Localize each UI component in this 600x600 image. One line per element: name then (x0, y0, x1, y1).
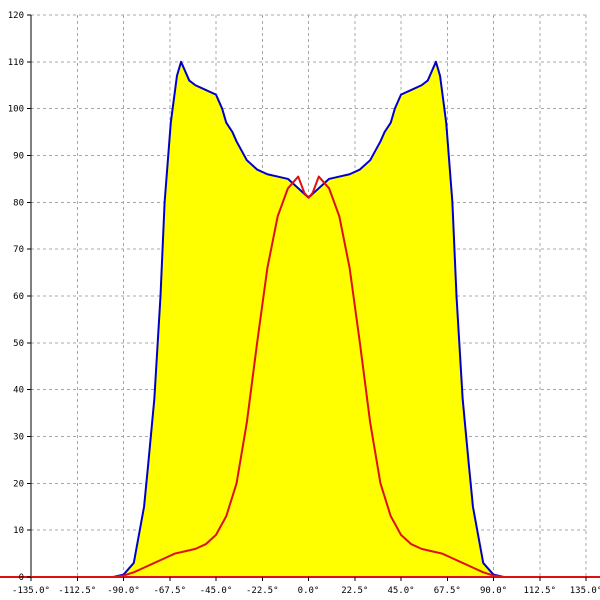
y-tick-label: 80 (13, 198, 24, 208)
x-tick-label: 67.5° (434, 586, 461, 596)
x-tick-label: 22.5° (341, 586, 368, 596)
x-tick-label: 0.0° (298, 586, 320, 596)
x-tick-label: 135.0° (570, 586, 600, 596)
y-tick-label: 90 (13, 152, 24, 162)
y-tick-label: 0 (19, 573, 24, 583)
label-layer: 0 10 20 30 40 50 60 70 80 90 100 110 120 -135.0° -112.… (8, 11, 600, 596)
y-tick-label: 30 (13, 433, 24, 443)
y-tick-label: 20 (13, 479, 24, 489)
y-tick-label: 60 (13, 292, 24, 302)
y-tick-label: 50 (13, 339, 24, 349)
series-0-area (31, 61, 586, 577)
y-tick-label: 110 (8, 58, 24, 68)
x-tick-label: -112.5° (58, 586, 96, 596)
series-1-line (31, 175, 586, 578)
series-layer (31, 60, 586, 578)
x-tick-label: -45.0° (200, 586, 233, 596)
x-tick-label: 45.0° (387, 586, 414, 596)
y-tick-label: 100 (8, 105, 24, 115)
y-tick-label: 40 (13, 386, 24, 396)
x-tick-label: -22.5° (246, 586, 279, 596)
axis-layer (0, 14, 600, 581)
y-tick-label: 70 (13, 245, 24, 255)
x-tick-label: 90.0° (480, 586, 507, 596)
x-tick-label: -67.5° (153, 586, 186, 596)
y-tick-label: 120 (8, 11, 24, 21)
x-tick-label: -90.0° (107, 586, 140, 596)
x-tick-label: -135.0° (12, 586, 50, 596)
y-tick-label: 10 (13, 526, 24, 536)
x-tick-label: 112.5° (523, 586, 556, 596)
